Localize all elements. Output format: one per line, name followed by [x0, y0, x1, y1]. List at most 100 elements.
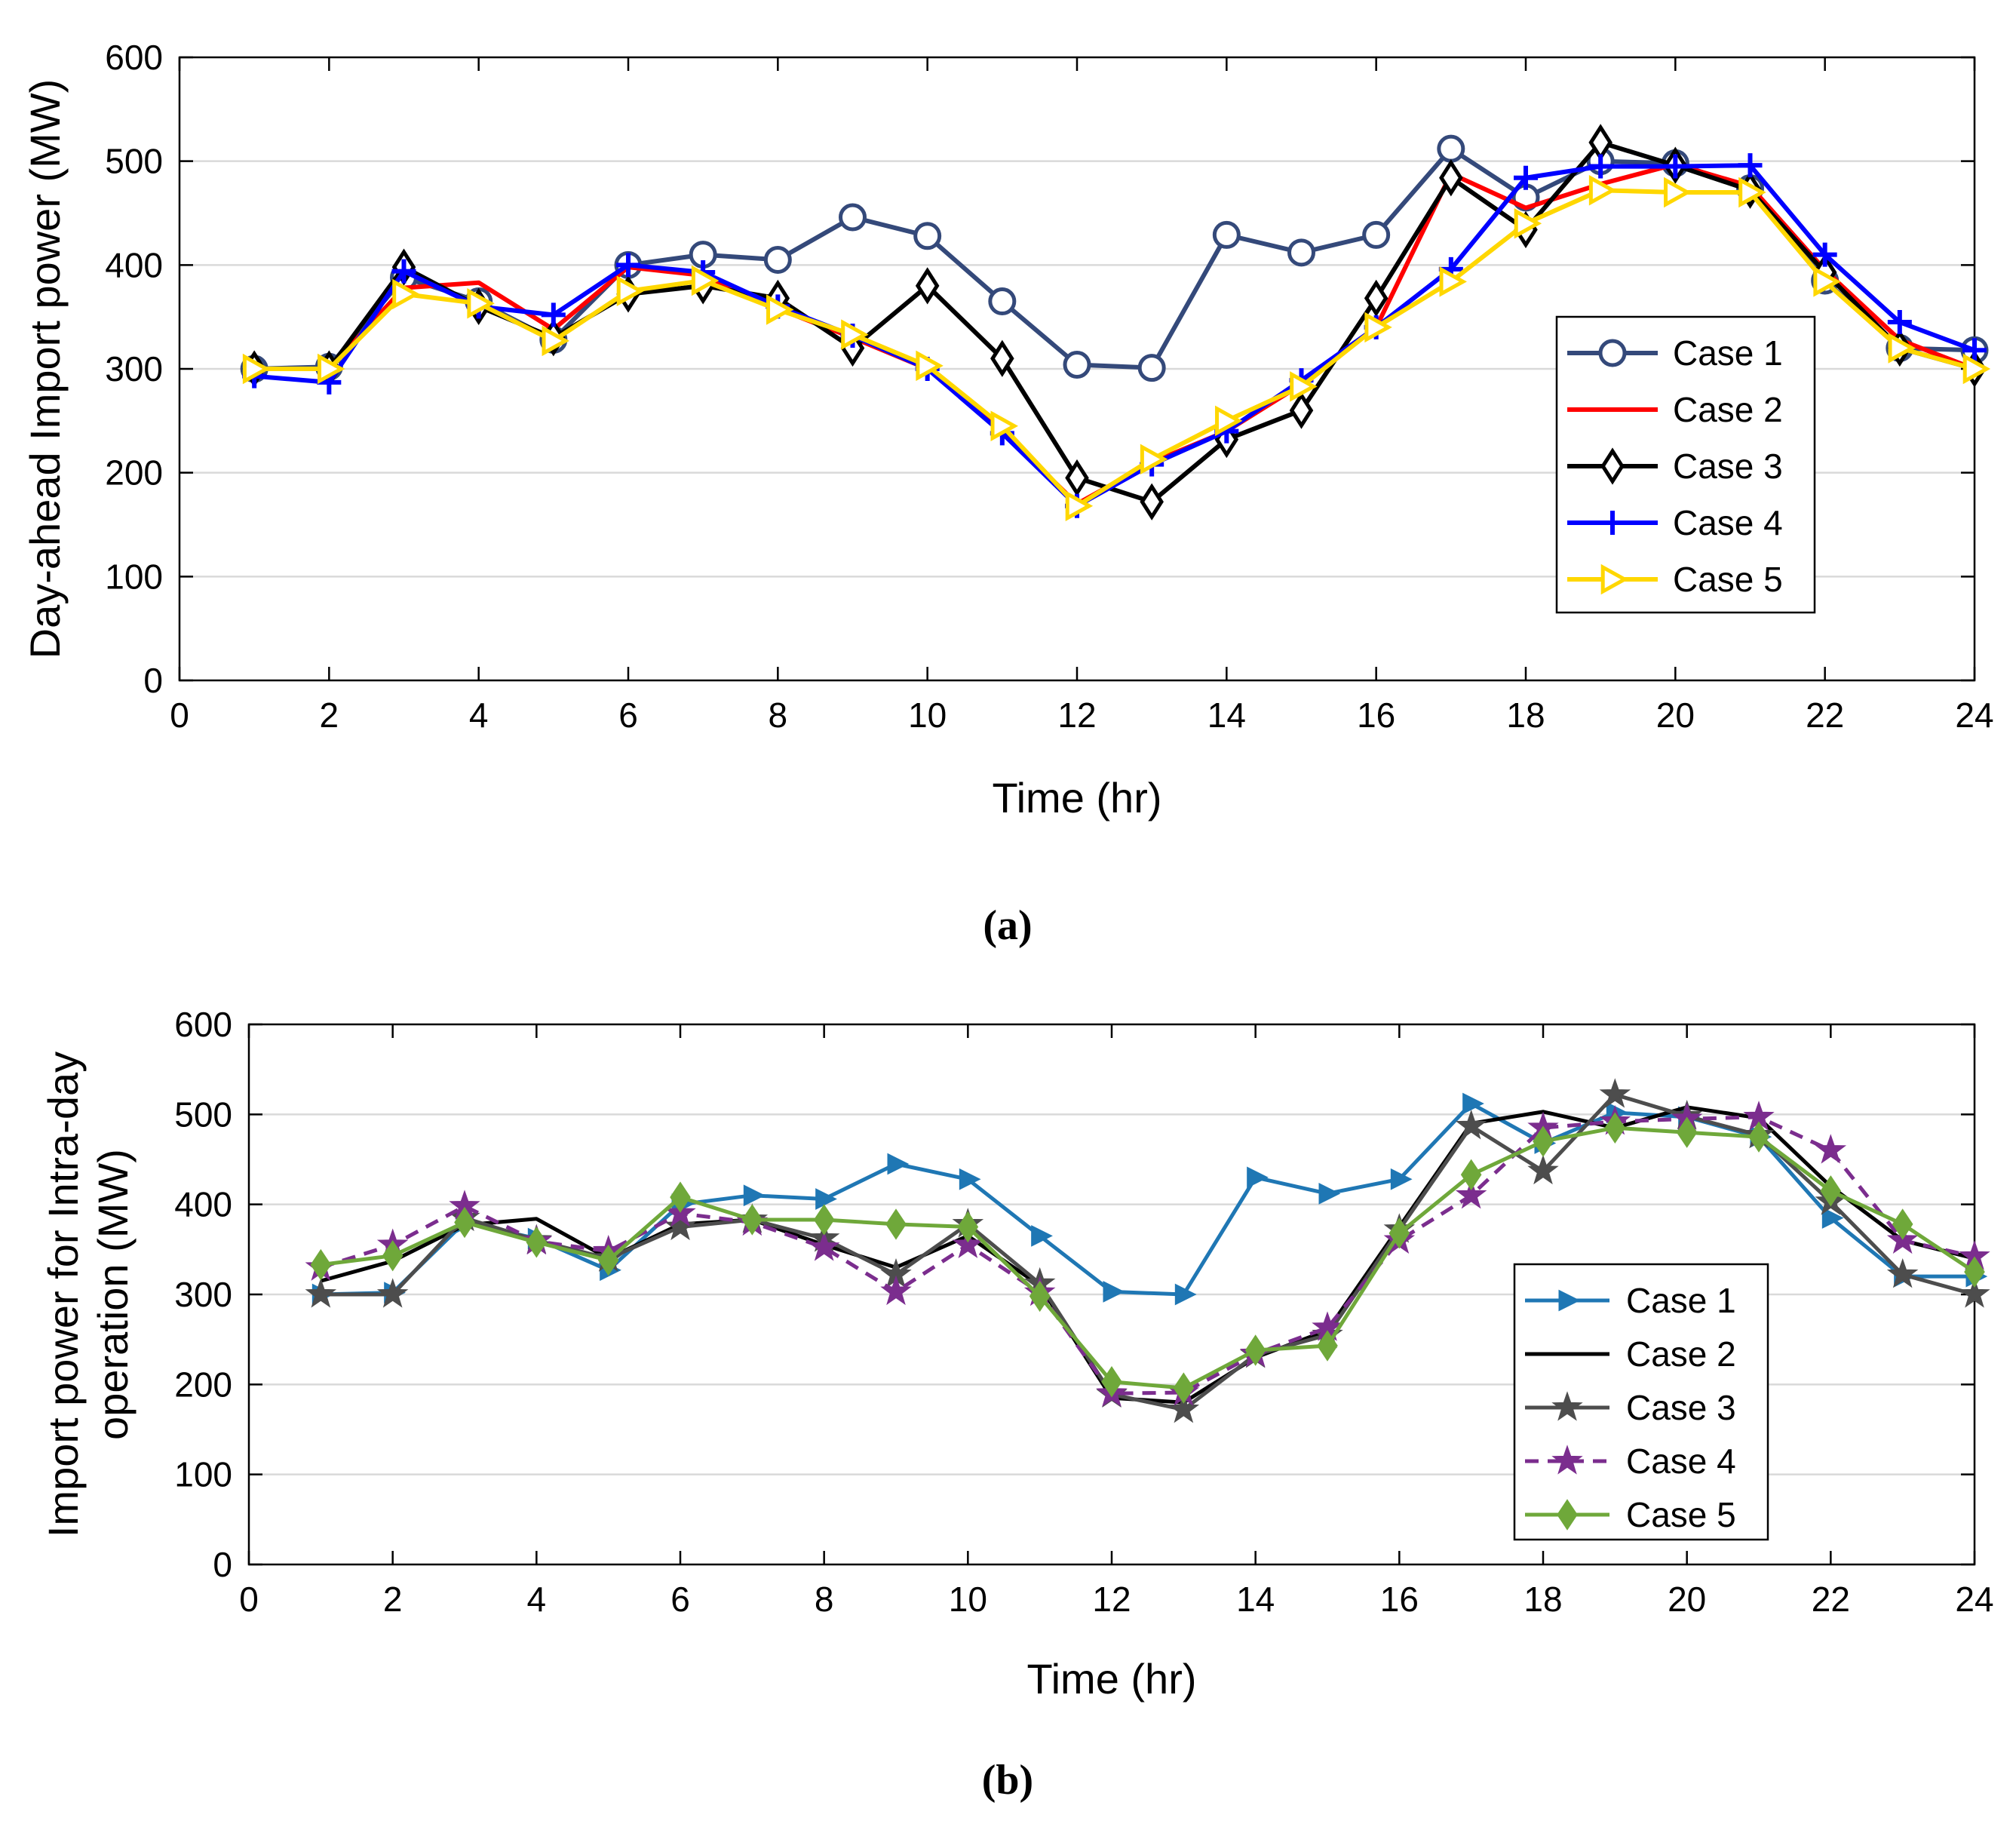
data-point	[1886, 1257, 1919, 1288]
data-point	[1137, 354, 1166, 382]
data-point	[1604, 1112, 1626, 1144]
y-tick-label: 0	[213, 1545, 232, 1584]
data-point	[1738, 153, 1763, 178]
data-point	[1173, 1372, 1195, 1404]
data-point	[1031, 1225, 1053, 1247]
x-tick-label: 8	[769, 695, 788, 735]
legend-label: Case 5	[1626, 1495, 1736, 1534]
x-tick-label: 0	[170, 695, 189, 735]
data-point	[1588, 174, 1617, 206]
data-point	[542, 325, 569, 357]
data-point	[1103, 1281, 1125, 1303]
legend-label: Case 1	[1673, 333, 1783, 373]
data-point	[743, 1184, 766, 1207]
data-point	[1317, 1330, 1338, 1362]
legend-marker	[1598, 339, 1627, 367]
x-tick-label: 24	[1955, 695, 1993, 735]
data-point	[242, 353, 271, 385]
data-point	[1748, 1121, 1769, 1153]
series-line	[320, 1125, 1976, 1390]
y-tick-label: 400	[105, 245, 163, 284]
data-point	[1815, 1134, 1847, 1164]
data-point	[1364, 312, 1392, 343]
data-point	[988, 287, 1017, 316]
data-point	[885, 1208, 907, 1240]
data-point	[1439, 159, 1463, 197]
data-point	[1527, 1154, 1559, 1185]
x-tick-label: 20	[1668, 1580, 1706, 1619]
data-point	[1514, 208, 1542, 239]
data-point	[1888, 333, 1916, 364]
data-point	[1244, 1334, 1266, 1366]
data-point	[1820, 1175, 1842, 1207]
data-point	[1174, 1283, 1197, 1306]
x-tick-label: 16	[1357, 695, 1395, 735]
x-tick-label: 6	[618, 695, 638, 735]
x-tick-label: 4	[469, 695, 489, 735]
data-point	[1588, 154, 1613, 179]
legend-label: Case 1	[1626, 1281, 1736, 1320]
data-point	[766, 294, 794, 325]
series-case-5	[242, 174, 1991, 521]
data-point	[808, 1231, 840, 1261]
data-point	[526, 1227, 548, 1258]
y-tick-label: 300	[105, 349, 163, 388]
data-point	[1290, 371, 1318, 402]
data-point	[1812, 242, 1837, 267]
legend-box	[1513, 1263, 1769, 1541]
data-point	[1964, 1256, 1985, 1288]
series-case-5	[310, 1112, 1985, 1404]
data-point	[913, 222, 942, 250]
data-point	[1140, 483, 1164, 520]
data-point	[376, 1278, 409, 1308]
y-tick-label: 200	[105, 453, 163, 493]
data-point	[305, 1278, 337, 1308]
data-point	[597, 1244, 619, 1276]
y-tick-label: 300	[174, 1275, 232, 1314]
data-point	[1318, 1182, 1341, 1205]
data-point	[990, 339, 1014, 377]
data-point	[813, 1204, 835, 1236]
data-point	[391, 259, 416, 284]
x-tick-label: 20	[1656, 695, 1695, 735]
y-tick-label: 400	[174, 1185, 232, 1224]
legend-marker	[1600, 447, 1625, 485]
legend: Case 1 Case 2 Case 3 Case 4 Case 5	[1555, 315, 1816, 614]
legend-marker	[1600, 563, 1629, 595]
data-point	[1462, 1092, 1484, 1115]
x-tick-label: 14	[1207, 695, 1246, 735]
data-point	[1362, 220, 1391, 249]
y-axis-label: operation (MW)	[89, 1149, 137, 1440]
data-point	[839, 203, 867, 232]
data-point	[957, 1211, 979, 1243]
legend-label: Case 5	[1673, 560, 1783, 599]
y-tick-label: 600	[174, 1005, 232, 1044]
legend-marker	[1551, 1445, 1583, 1475]
data-point	[1168, 1392, 1200, 1423]
data-point	[467, 288, 495, 319]
data-point	[1101, 1366, 1122, 1398]
data-point	[1439, 266, 1467, 297]
data-point	[1959, 1278, 1990, 1308]
legend-label: Case 3	[1673, 447, 1783, 486]
data-point	[1140, 444, 1168, 475]
data-point	[1738, 177, 1766, 208]
legend-label: Case 4	[1626, 1442, 1736, 1481]
data-point	[990, 410, 1018, 441]
x-axis-label: Time (hr)	[1026, 1655, 1196, 1703]
data-point	[670, 1181, 691, 1213]
y-tick-label: 100	[105, 557, 163, 596]
data-point	[1390, 1168, 1413, 1190]
data-point	[1821, 1207, 1844, 1229]
x-tick-label: 10	[949, 1580, 987, 1619]
figure-caption: (a)	[983, 902, 1032, 949]
data-point	[1247, 1166, 1269, 1189]
data-point	[1388, 1217, 1410, 1249]
data-point	[1599, 1078, 1631, 1108]
data-point	[616, 275, 645, 306]
data-point	[880, 1275, 912, 1306]
data-point	[1962, 338, 1987, 363]
data-point	[1514, 165, 1538, 190]
data-point	[1533, 1125, 1554, 1157]
x-tick-label: 4	[527, 1580, 547, 1619]
